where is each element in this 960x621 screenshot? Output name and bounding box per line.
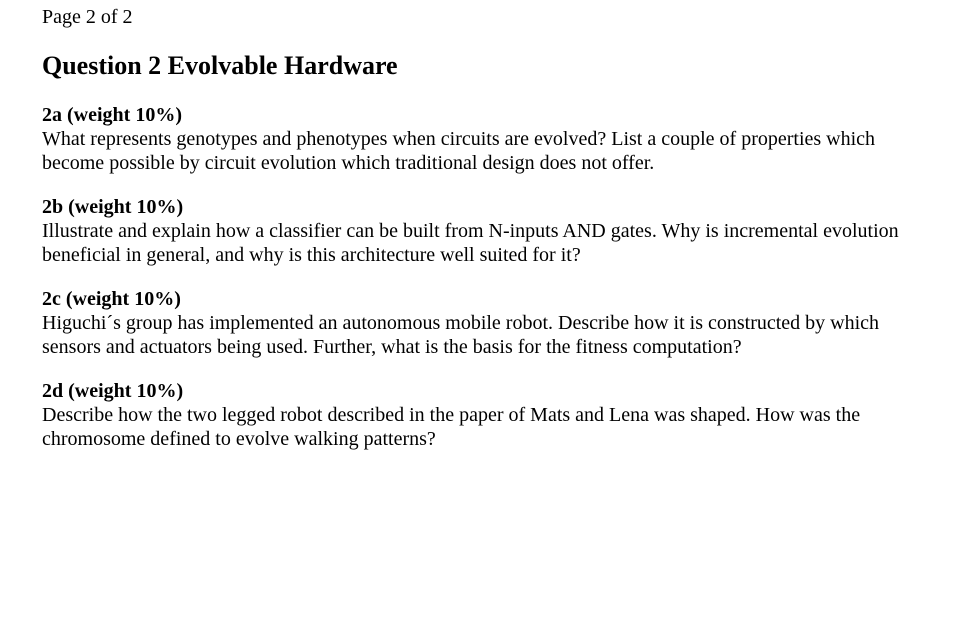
question-2d-header: 2d (weight 10%) [42,380,183,402]
question-2d-body: Describe how the two legged robot descri… [42,404,860,450]
question-2a: 2a (weight 10%) What represents genotype… [42,103,912,175]
question-title: Question 2 Evolvable Hardware [42,51,912,81]
question-2c-header: 2c (weight 10%) [42,288,181,310]
question-2a-header: 2a (weight 10%) [42,104,182,126]
question-2b: 2b (weight 10%) Illustrate and explain h… [42,195,912,267]
page-number: Page 2 of 2 [42,6,912,29]
question-2b-body: Illustrate and explain how a classifier … [42,220,899,266]
document-page: Page 2 of 2 Question 2 Evolvable Hardwar… [0,0,960,451]
question-2c-body: Higuchi´s group has implemented an auton… [42,312,879,358]
question-2a-body: What represents genotypes and phenotypes… [42,128,875,174]
question-2c: 2c (weight 10%) Higuchi´s group has impl… [42,287,912,359]
question-2d: 2d (weight 10%) Describe how the two leg… [42,379,912,451]
question-2b-header: 2b (weight 10%) [42,196,183,218]
